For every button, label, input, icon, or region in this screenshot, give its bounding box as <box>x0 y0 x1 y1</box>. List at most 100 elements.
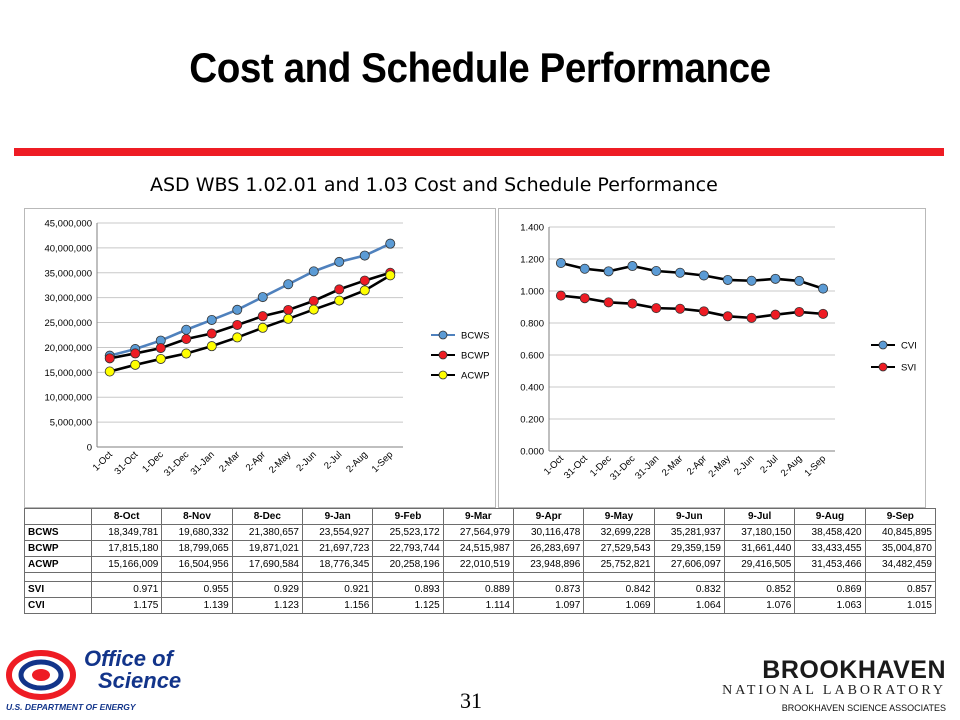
brookhaven-associates-label: BROOKHAVEN SCIENCE ASSOCIATES <box>781 703 946 713</box>
legend-marker <box>438 370 448 380</box>
table-cell: 0.929 <box>231 581 303 598</box>
data-point-svi <box>746 312 757 323</box>
table-cell: 31,453,466 <box>794 556 866 573</box>
data-point-svi <box>698 306 709 317</box>
brookhaven-logo: BROOKHAVEN NATIONAL LABORATORY BROOKHAVE… <box>722 656 946 713</box>
row-label: SVI <box>24 581 92 598</box>
data-point-bcws <box>181 324 192 335</box>
series-line-bcws <box>109 242 391 357</box>
table-cell: 30,116,478 <box>512 524 585 541</box>
table-cell: 18,776,345 <box>301 556 374 573</box>
science-label: Science <box>98 668 182 693</box>
table-spacer-cell <box>794 572 866 582</box>
table-cell: 0.889 <box>442 581 514 598</box>
data-point-acwp <box>232 332 243 343</box>
table-row: BCWP 17,815,180 18,799,065 19,871,021 21,697… <box>24 540 937 557</box>
table-row: SVI 0.971 0.955 0.929 0.921 0.893 0.889 0.873 0.… <box>24 581 937 598</box>
data-point-svi <box>675 303 686 314</box>
table-cell: 19,871,021 <box>231 540 303 557</box>
table-spacer-cell <box>442 572 514 582</box>
x-tick-label: 31-Oct <box>112 449 140 477</box>
table-cell: 18,349,781 <box>90 524 163 541</box>
legend-label: BCWS <box>461 331 490 342</box>
column-header: 9-Feb <box>372 508 444 525</box>
x-tick-label: 2-Mar <box>660 453 685 478</box>
y-tick-label: 0.400 <box>520 383 544 394</box>
brookhaven-name: BROOKHAVEN <box>762 656 946 684</box>
data-point-bcwp <box>334 284 345 295</box>
table-cell: 20,258,196 <box>372 556 444 573</box>
table-cell: 1.123 <box>231 597 303 614</box>
table-cell: 27,606,097 <box>653 556 725 573</box>
row-label: CVI <box>24 597 92 614</box>
y-tick-label: 1.200 <box>520 255 544 266</box>
row-label: BCWP <box>24 540 92 557</box>
data-point-cvi <box>698 270 709 281</box>
table-cell: 1.175 <box>90 597 163 614</box>
table-cell: 0.971 <box>90 581 163 598</box>
x-tick-label: 31-Jan <box>189 449 217 477</box>
doe-swirl-icon <box>6 650 76 700</box>
legend-marker <box>438 350 448 360</box>
chart-subtitle: ASD WBS 1.02.01 and 1.03 Cost and Schedu… <box>150 174 718 196</box>
office-of-science-logo: Office of Science U.S. DEPARTMENT OF ENE… <box>6 648 181 712</box>
table-spacer-cell <box>372 572 444 582</box>
table-cell: 1.076 <box>723 597 796 614</box>
series-line-bcwp <box>109 271 391 360</box>
table-spacer-cell <box>512 572 585 582</box>
data-point-bcwp <box>206 328 217 339</box>
table-cell: 0.893 <box>372 581 444 598</box>
data-point-bcws <box>334 256 345 267</box>
table-cell: 26,283,697 <box>512 540 585 557</box>
table-row: ACWP 15,166,009 16,504,956 17,690,584 18,776… <box>24 556 937 573</box>
data-point-svi <box>818 308 829 319</box>
y-tick-label: 0.800 <box>520 319 544 330</box>
data-point-acwp <box>257 322 268 333</box>
table-cell: 32,699,228 <box>583 524 655 541</box>
table-cell: 0.832 <box>653 581 725 598</box>
data-point-cvi <box>627 261 638 272</box>
table-spacer-cell <box>653 572 725 582</box>
table-cell: 22,793,744 <box>372 540 444 557</box>
data-point-bcwp <box>181 333 192 344</box>
data-point-acwp <box>283 313 294 324</box>
x-tick-label: 2-Jun <box>732 453 757 478</box>
data-point-cvi <box>770 273 781 284</box>
x-tick-label: 2-Jul <box>322 449 344 471</box>
table-cell: 23,554,927 <box>301 524 374 541</box>
y-tick-label: 10,000,000 <box>44 393 92 404</box>
row-label: ACWP <box>24 556 92 573</box>
performance-table-wrap: 8-Oct 8-Nov 8-Dec 9-Jan 9-Feb 9-Mar 9-Apr 9-May… <box>24 508 937 614</box>
data-point-acwp <box>359 285 370 296</box>
table-cell: 17,690,584 <box>231 556 303 573</box>
data-point-acwp <box>104 366 115 377</box>
data-point-svi <box>770 309 781 320</box>
table-cell: 0.921 <box>301 581 374 598</box>
legend-label: BCWP <box>461 351 490 362</box>
table-cell: 29,359,159 <box>653 540 725 557</box>
data-point-bcwp <box>232 319 243 330</box>
column-header: 9-Mar <box>442 508 514 525</box>
data-point-svi <box>627 298 638 309</box>
data-point-cvi <box>675 267 686 278</box>
table-cell: 1.063 <box>794 597 866 614</box>
table-cell: 0.857 <box>864 581 937 598</box>
column-header: 9-May <box>583 508 655 525</box>
legend-label: CVI <box>901 341 917 352</box>
table-cell: 37,180,150 <box>723 524 796 541</box>
table-cell: 23,948,896 <box>512 556 585 573</box>
table-spacer-cell <box>723 572 796 582</box>
page-number: 31 <box>460 688 482 713</box>
table-cell: 1.125 <box>372 597 444 614</box>
data-point-svi <box>794 306 805 317</box>
column-header: 8-Nov <box>161 508 233 525</box>
x-tick-label: 1-Sep <box>370 449 396 475</box>
x-tick-label: 2-Apr <box>244 449 268 473</box>
table-cell: 1.139 <box>161 597 233 614</box>
series-line-svi <box>560 294 824 320</box>
column-header: 9-Jan <box>301 508 374 525</box>
data-point-bcws <box>232 304 243 315</box>
data-point-svi <box>603 297 614 308</box>
column-header: 9-Sep <box>864 508 937 525</box>
x-tick-label: 2-Apr <box>685 453 709 477</box>
